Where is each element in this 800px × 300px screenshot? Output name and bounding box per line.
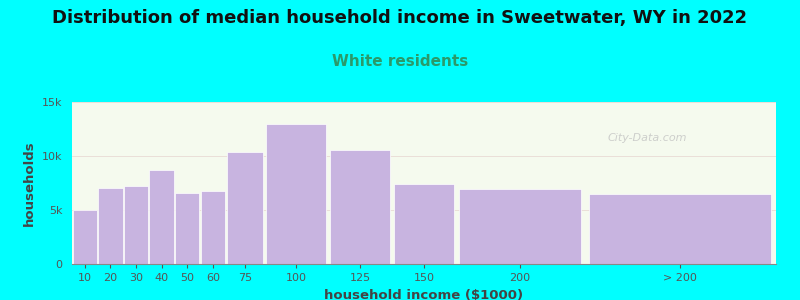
Bar [330, 149, 390, 264]
Bar [175, 193, 199, 264]
Bar [226, 152, 263, 264]
Bar [589, 194, 771, 264]
Y-axis label: households: households [23, 140, 36, 226]
Bar [124, 186, 148, 264]
Bar [73, 210, 97, 264]
Text: City-Data.com: City-Data.com [607, 133, 686, 142]
Bar [266, 124, 326, 264]
Text: Distribution of median household income in Sweetwater, WY in 2022: Distribution of median household income … [53, 9, 747, 27]
Bar [394, 184, 454, 264]
X-axis label: household income ($1000): household income ($1000) [325, 289, 523, 300]
Bar [98, 188, 122, 264]
Bar [150, 170, 174, 264]
Text: White residents: White residents [332, 54, 468, 69]
Bar [459, 190, 581, 264]
Bar [201, 190, 225, 264]
